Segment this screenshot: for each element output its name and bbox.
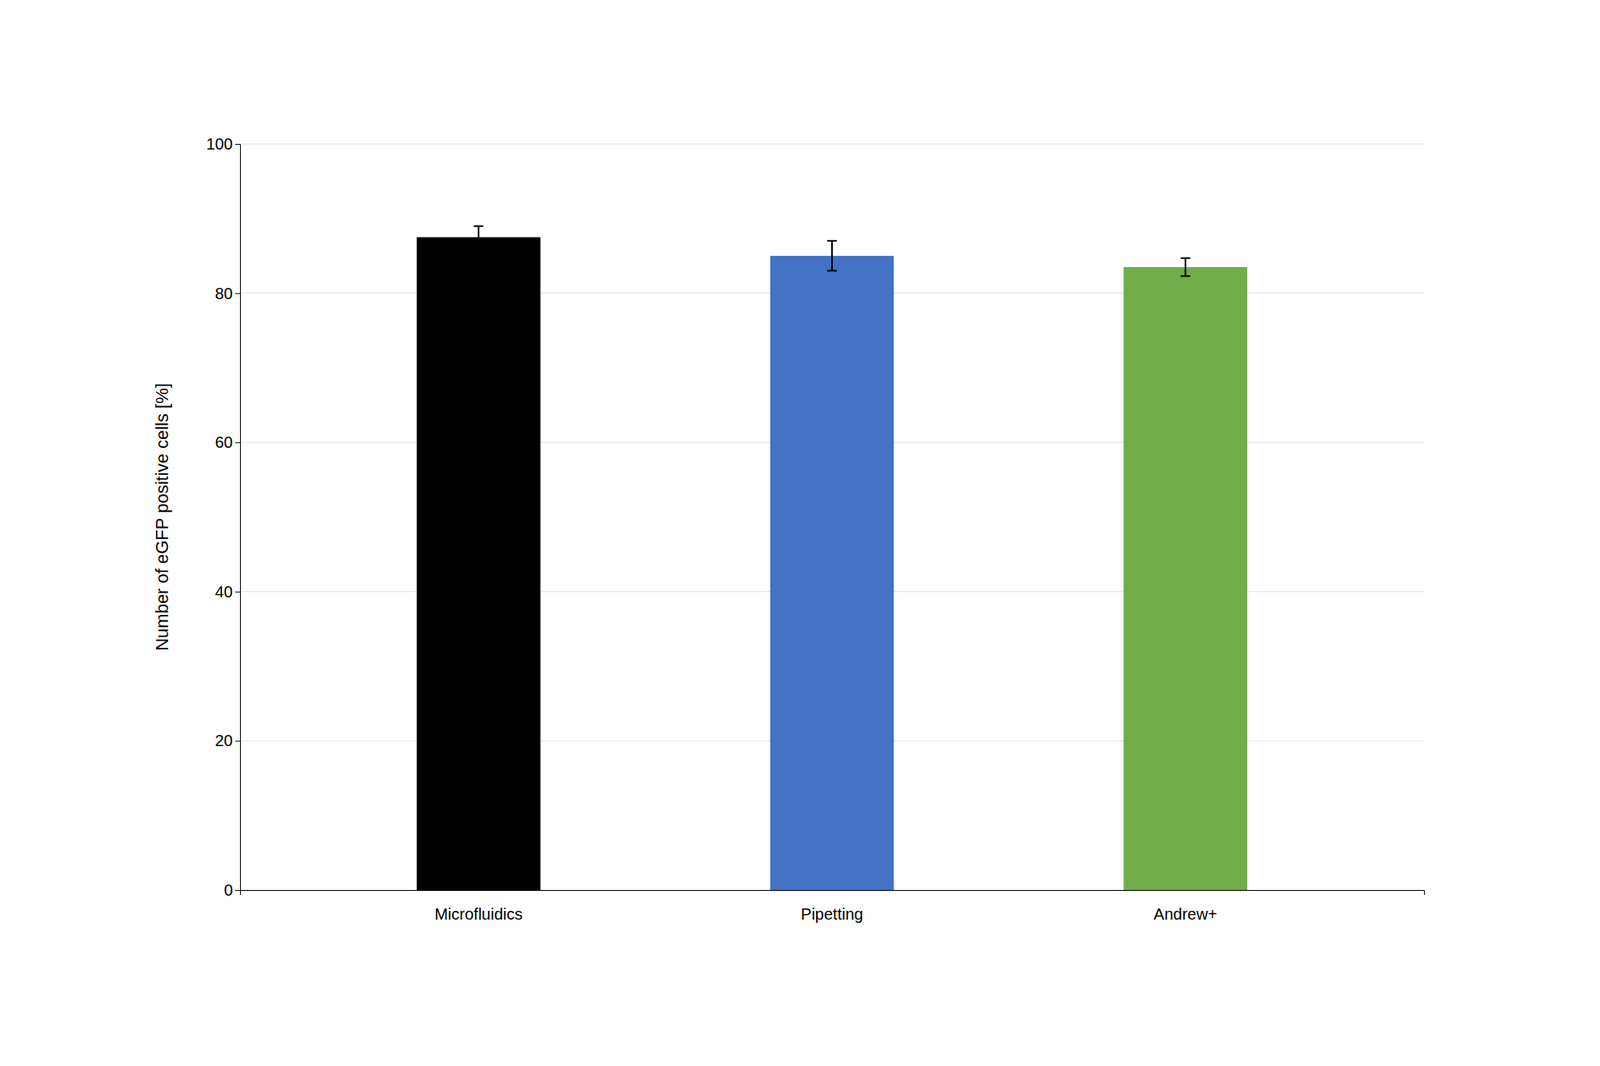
- x-axis-line: [240, 891, 1425, 896]
- x-tick-label: Andrew+: [1153, 905, 1218, 924]
- x-tick: Microfluidics: [434, 905, 523, 924]
- x-tick: Pipetting: [800, 905, 864, 924]
- x-tick: Andrew+: [1153, 905, 1218, 924]
- y-tick-label: 40: [215, 583, 233, 601]
- y-tick-label: 20: [215, 732, 233, 750]
- x-tick-label: Pipetting: [800, 905, 864, 924]
- y-tick: 80: [215, 284, 240, 303]
- y-tick-mark: [235, 144, 240, 145]
- chart-container: 0 20 40 60 80 100 Microfluidics Pipetting Andrew…: [0, 0, 1600, 1066]
- x-tick-label: Microfluidics: [434, 905, 523, 924]
- y-tick: 60: [215, 433, 240, 452]
- y-tick: 40: [215, 583, 240, 601]
- y-tick-label: 60: [215, 433, 233, 452]
- error-bar: [827, 240, 837, 271]
- y-tick-mark: [235, 592, 240, 593]
- error-bar: [473, 226, 484, 249]
- y-tick-label: 0: [224, 881, 233, 900]
- y-axis-title: Number of eGFP positive cells [%]: [152, 383, 172, 652]
- y-tick-mark: [235, 442, 240, 444]
- y-tick: 0: [224, 881, 240, 900]
- marks: [416, 226, 1248, 891]
- y-axis: 0 20 40 60 80 100: [206, 135, 241, 900]
- y-tick-mark: [235, 293, 240, 295]
- y-tick-label: 80: [215, 284, 233, 303]
- y-tick: 100: [206, 135, 240, 153]
- x-axis: Microfluidics Pipetting Andrew+: [240, 891, 1425, 924]
- y-axis-line: [235, 144, 241, 892]
- plot: 0 20 40 60 80 100 Microfluidics Pipetting Andrew…: [206, 135, 1425, 924]
- bar: [770, 256, 895, 891]
- grid-line: [240, 144, 1424, 145]
- y-tick-mark: [235, 740, 240, 742]
- bar: [1123, 267, 1248, 891]
- y-tick-label: 100: [206, 135, 233, 153]
- chart-svg: 0 20 40 60 80 100 Microfluidics Pipetting Andrew…: [0, 0, 1600, 1066]
- y-tick-mark: [235, 890, 240, 892]
- grid: [240, 144, 1424, 891]
- y-tick: 20: [215, 732, 240, 750]
- error-bar: [1180, 258, 1191, 276]
- bar: [416, 237, 541, 891]
